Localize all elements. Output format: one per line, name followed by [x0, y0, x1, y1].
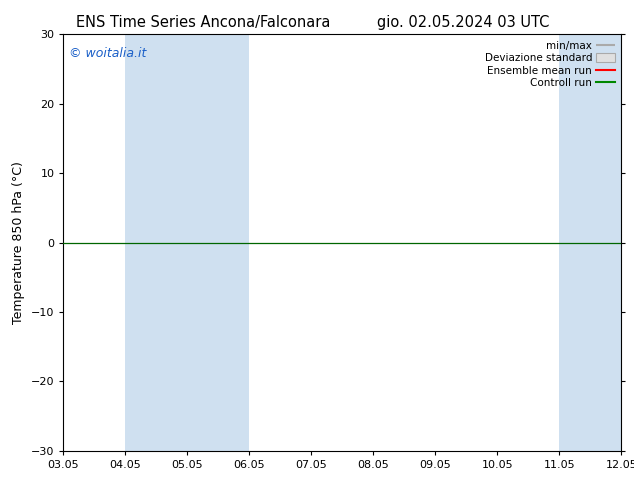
- Y-axis label: Temperature 850 hPa (°C): Temperature 850 hPa (°C): [12, 161, 25, 324]
- Bar: [126, 34, 188, 451]
- Bar: [188, 34, 249, 451]
- Text: © woitalia.it: © woitalia.it: [69, 47, 146, 60]
- Bar: [559, 34, 621, 451]
- Text: gio. 02.05.2024 03 UTC: gio. 02.05.2024 03 UTC: [377, 15, 549, 30]
- Legend: min/max, Deviazione standard, Ensemble mean run, Controll run: min/max, Deviazione standard, Ensemble m…: [481, 36, 619, 93]
- Text: ENS Time Series Ancona/Falconara: ENS Time Series Ancona/Falconara: [75, 15, 330, 30]
